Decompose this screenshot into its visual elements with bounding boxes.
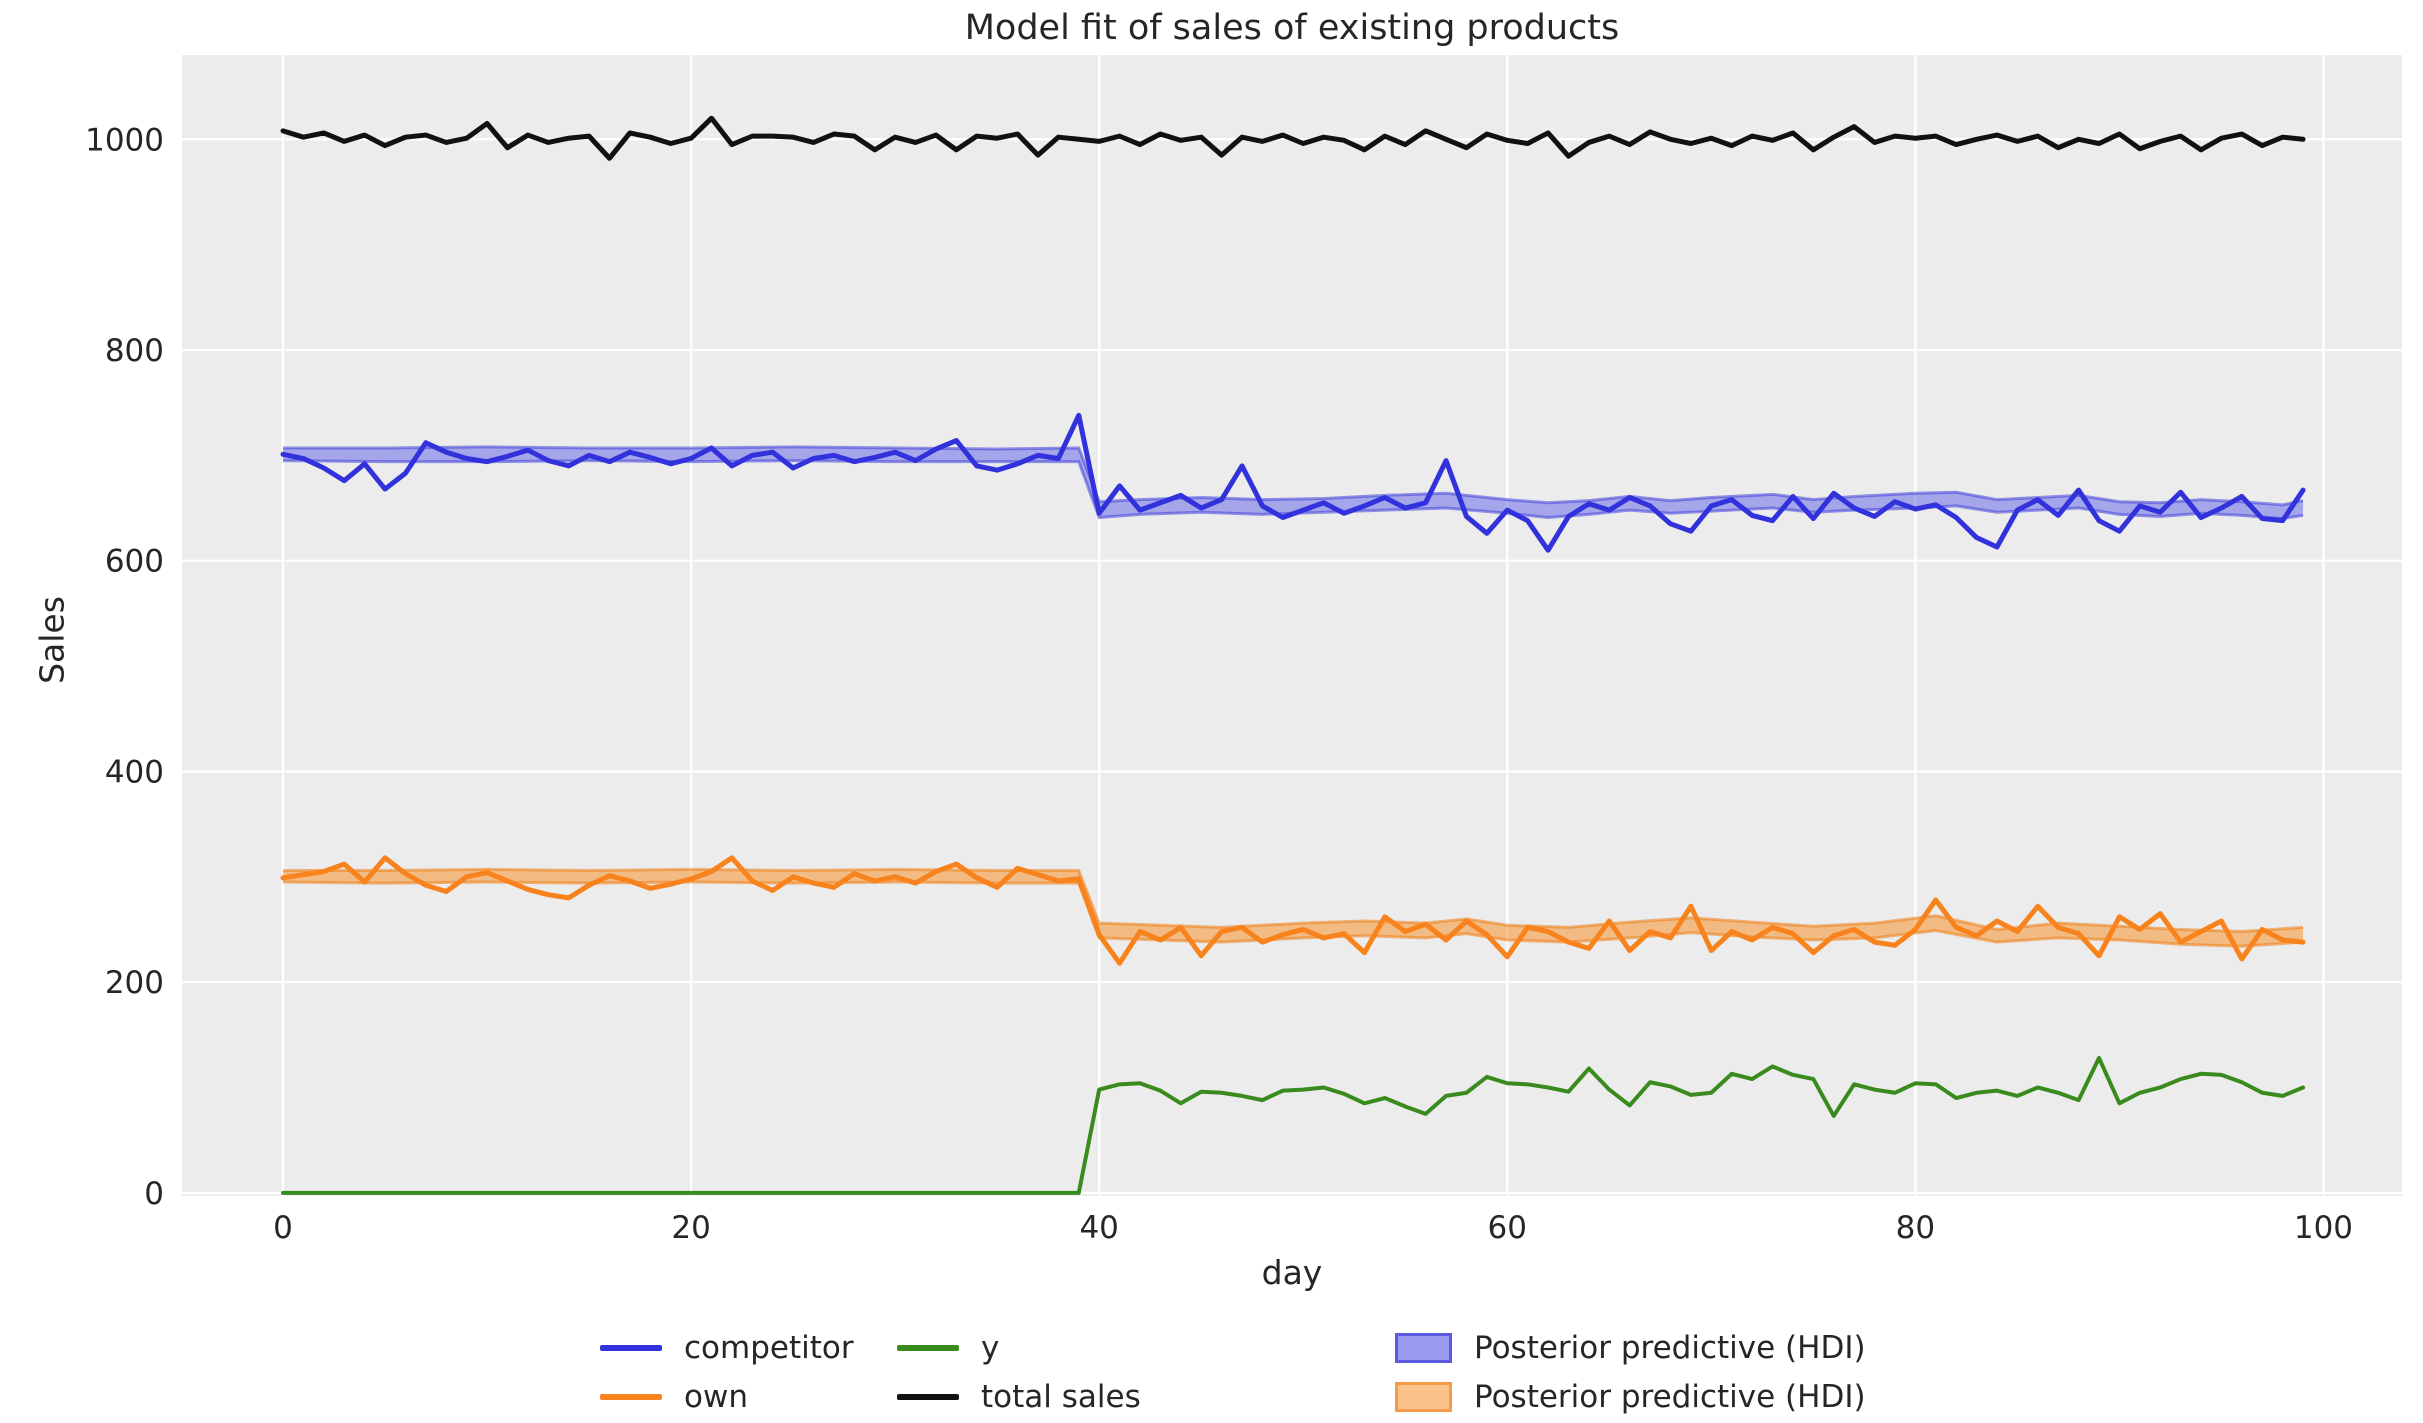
x-tick-label: 20 bbox=[671, 1210, 710, 1246]
plot-background bbox=[182, 55, 2402, 1196]
y-tick-label: 400 bbox=[105, 754, 164, 790]
series-total-sales-line bbox=[280, 115, 2306, 161]
y-tick-label: 600 bbox=[105, 544, 164, 580]
y-tick-label: 0 bbox=[144, 1176, 164, 1212]
hdi-band-own bbox=[283, 869, 2304, 947]
x-tick-label: 40 bbox=[1079, 1210, 1118, 1246]
y-tick-label: 800 bbox=[105, 333, 164, 369]
series-own-line bbox=[280, 855, 2306, 966]
y-tick-label: 1000 bbox=[85, 122, 164, 158]
x-tick-label: 100 bbox=[2294, 1210, 2353, 1246]
x-tick-label: 0 bbox=[273, 1210, 293, 1246]
hdi-band-own-lower-edge bbox=[282, 880, 2304, 948]
series-competitor-line bbox=[280, 412, 2306, 553]
y-tick-label: 200 bbox=[105, 965, 164, 1001]
x-tick-label: 80 bbox=[1896, 1210, 1935, 1246]
chart-title: Model fit of sales of existing products bbox=[964, 8, 1620, 48]
x-axis-label: day bbox=[1261, 1253, 1323, 1292]
x-tick-label: 60 bbox=[1488, 1210, 1527, 1246]
series-y-line bbox=[281, 1055, 2306, 1195]
